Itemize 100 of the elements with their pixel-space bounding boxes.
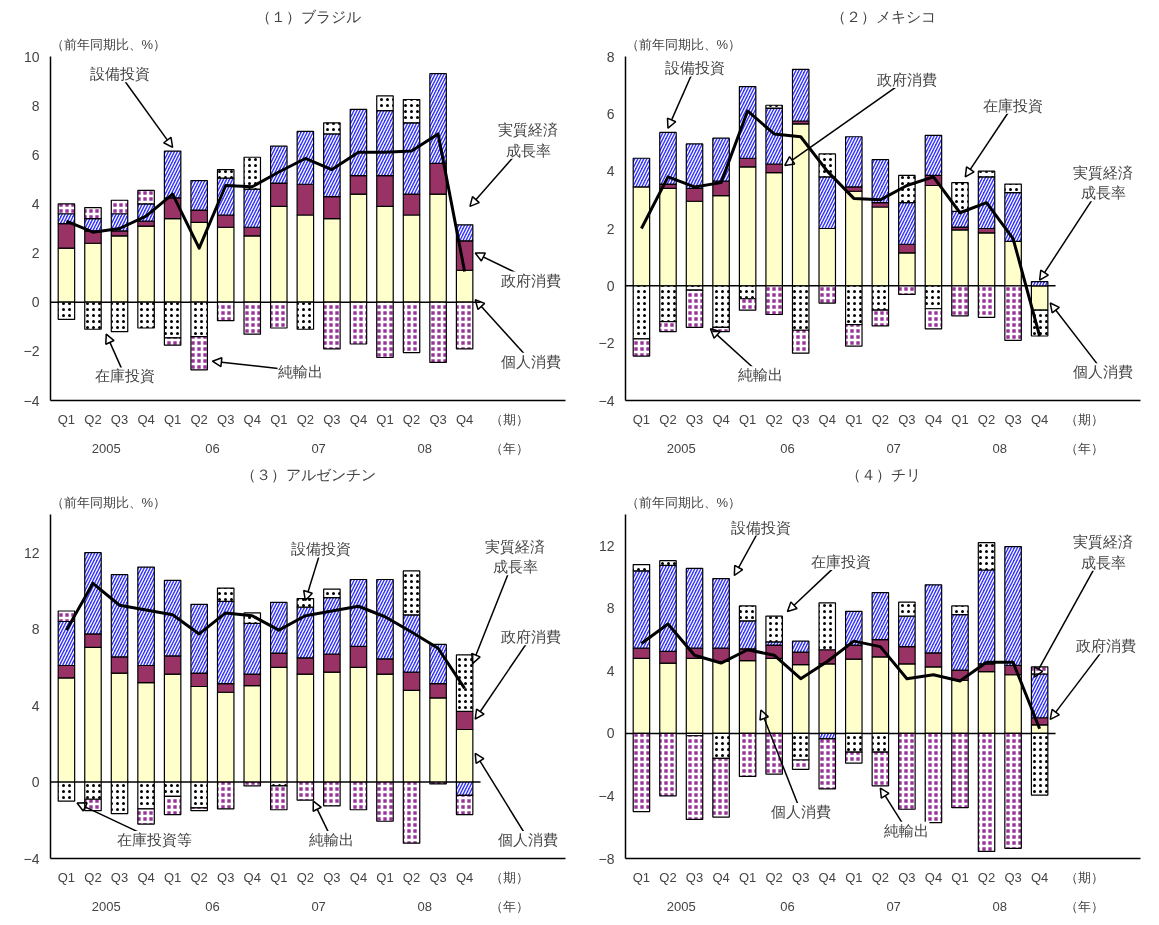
text: 設備投資 bbox=[730, 518, 791, 536]
x-tick-label: Q3 bbox=[429, 869, 447, 885]
x-tick-label: Q3 bbox=[1004, 869, 1022, 885]
y-tick-label: 0 bbox=[31, 294, 40, 311]
text: 在庫投資 bbox=[810, 552, 871, 570]
x-tick-label: Q2 bbox=[190, 869, 208, 885]
text: （年） bbox=[490, 898, 530, 914]
y-tick-label: −8 bbox=[598, 850, 615, 867]
y-tick-label: 8 bbox=[31, 621, 40, 638]
text: 実質経済成長率 bbox=[485, 537, 546, 576]
x-tick-label: Q2 bbox=[402, 411, 421, 427]
text: 07 bbox=[886, 898, 901, 914]
x-tick-label: Q2 bbox=[659, 869, 677, 885]
text: 2005 bbox=[666, 440, 696, 456]
text: 政府消費 bbox=[500, 628, 561, 646]
text: 在庫投資 bbox=[94, 367, 155, 385]
chart-title: （３）アルゼンチン bbox=[240, 465, 376, 483]
text: 在庫投資 bbox=[983, 96, 1044, 114]
y-tick-label: 4 bbox=[31, 195, 40, 212]
x-tick-label: Q4 bbox=[1030, 869, 1049, 885]
text: 実質経済成長率 bbox=[498, 121, 559, 159]
series-label: 純輸出 bbox=[738, 366, 784, 384]
text: （年） bbox=[1065, 440, 1105, 456]
y-axis-title: （前年同期比、%） bbox=[625, 36, 742, 52]
y-tick-label: 2 bbox=[31, 245, 40, 262]
x-tick-label: Q2 bbox=[659, 411, 677, 427]
chart-title: （２）メキシコ bbox=[830, 7, 936, 25]
y-tick-label: 12 bbox=[23, 544, 40, 561]
x-tick-label: Q1 bbox=[632, 411, 651, 427]
x-tick-label: Q1 bbox=[163, 869, 182, 885]
text: 個人消費 bbox=[500, 352, 561, 370]
x-tick-label: Q4 bbox=[137, 411, 155, 427]
series-label: 純輸出 bbox=[277, 362, 323, 380]
chart-title: （１）ブラジル bbox=[255, 7, 361, 25]
x-tick-label: Q1 bbox=[270, 869, 288, 885]
text: 実質経済成長率 bbox=[1073, 163, 1134, 202]
x-tick-label: Q1 bbox=[57, 869, 76, 885]
text: 政府消費 bbox=[876, 70, 937, 88]
x-tick-label: Q4 bbox=[818, 411, 836, 427]
x-tick-label: Q3 bbox=[217, 869, 235, 885]
chart-title: （４）チリ bbox=[845, 465, 921, 483]
x-tick-label: Q3 bbox=[110, 869, 129, 885]
text: 07 bbox=[886, 440, 901, 456]
y-tick-label: 6 bbox=[31, 146, 40, 163]
x-tick-label: Q2 bbox=[84, 411, 102, 427]
text: 個人消費 bbox=[498, 830, 559, 848]
text: 設備投資 bbox=[89, 65, 150, 83]
y-tick-label: 4 bbox=[31, 697, 40, 714]
x-tick-label: Q1 bbox=[845, 869, 863, 885]
y-tick-label: −4 bbox=[598, 787, 615, 804]
text: 06 bbox=[780, 898, 795, 914]
y-tick-label: 4 bbox=[606, 662, 615, 679]
x-tick-label: Q2 bbox=[765, 411, 783, 427]
x-tick-label: Q4 bbox=[1030, 411, 1049, 427]
y-axis-title: （前年同期比、%） bbox=[50, 36, 167, 52]
x-tick-label: Q4 bbox=[712, 869, 730, 885]
x-tick-label: Q3 bbox=[110, 411, 129, 427]
x-tick-label: Q1 bbox=[163, 411, 182, 427]
x-tick-label: Q1 bbox=[738, 411, 757, 427]
text: 07 bbox=[311, 440, 326, 456]
x-tick-label: Q2 bbox=[871, 411, 890, 427]
text: 08 bbox=[417, 440, 433, 456]
text: 06 bbox=[780, 440, 795, 456]
x-tick-label: Q2 bbox=[765, 869, 783, 885]
y-tick-label: 10 bbox=[23, 48, 40, 65]
x-tick-label: Q2 bbox=[977, 869, 996, 885]
y-tick-label: 0 bbox=[31, 774, 40, 791]
x-tick-label: Q2 bbox=[296, 869, 315, 885]
y-tick-label: 8 bbox=[606, 600, 615, 617]
x-tick-label: Q3 bbox=[1004, 411, 1022, 427]
text: （年） bbox=[1065, 898, 1105, 914]
text: 2005 bbox=[91, 898, 121, 914]
x-tick-label: Q1 bbox=[632, 869, 651, 885]
x-tick-label: Q1 bbox=[270, 411, 288, 427]
text: 06 bbox=[205, 898, 220, 914]
text: 実質経済成長率 bbox=[1073, 533, 1134, 571]
x-tick-label: Q2 bbox=[402, 869, 421, 885]
x-tick-label: Q4 bbox=[455, 411, 474, 427]
y-tick-label: 0 bbox=[606, 725, 615, 742]
text: 2005 bbox=[91, 440, 121, 456]
series-label: 純輸出 bbox=[884, 821, 930, 839]
text: 08 bbox=[417, 898, 433, 914]
x-tick-label: Q1 bbox=[951, 411, 969, 427]
y-tick-label: −2 bbox=[598, 335, 615, 352]
x-tick-label: Q1 bbox=[57, 411, 76, 427]
y-tick-label: −4 bbox=[23, 392, 40, 409]
x-tick-label: Q1 bbox=[376, 411, 394, 427]
x-tick-label: Q4 bbox=[243, 869, 261, 885]
x-tick-label: Q3 bbox=[792, 869, 810, 885]
x-tick-label: Q4 bbox=[818, 869, 836, 885]
y-tick-label: 2 bbox=[606, 220, 615, 237]
y-tick-label: 6 bbox=[606, 105, 615, 122]
y-axis-title: （前年同期比、%） bbox=[625, 494, 742, 510]
series-label: 政府消費 bbox=[500, 271, 561, 289]
text: （年） bbox=[490, 440, 530, 456]
y-tick-label: −4 bbox=[23, 850, 40, 867]
x-tick-label: Q3 bbox=[898, 411, 916, 427]
text: 個人消費 bbox=[770, 803, 831, 821]
text: 個人消費 bbox=[1073, 363, 1134, 381]
x-tick-label: Q4 bbox=[349, 869, 368, 885]
